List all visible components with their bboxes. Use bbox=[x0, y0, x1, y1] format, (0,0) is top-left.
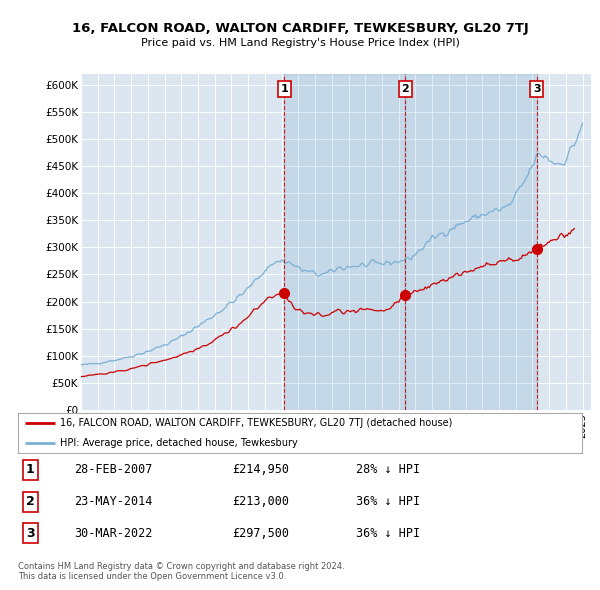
Text: 16, FALCON ROAD, WALTON CARDIFF, TEWKESBURY, GL20 7TJ (detached house): 16, FALCON ROAD, WALTON CARDIFF, TEWKESB… bbox=[60, 418, 452, 428]
Text: 3: 3 bbox=[26, 527, 35, 540]
Text: 1: 1 bbox=[281, 84, 289, 94]
Text: 28-FEB-2007: 28-FEB-2007 bbox=[74, 463, 153, 476]
Text: 3: 3 bbox=[533, 84, 541, 94]
Bar bbox=[406, 74, 536, 410]
Text: £214,950: £214,950 bbox=[232, 463, 289, 476]
Text: Contains HM Land Registry data © Crown copyright and database right 2024.
This d: Contains HM Land Registry data © Crown c… bbox=[18, 562, 344, 581]
Text: 16, FALCON ROAD, WALTON CARDIFF, TEWKESBURY, GL20 7TJ: 16, FALCON ROAD, WALTON CARDIFF, TEWKESB… bbox=[71, 22, 529, 35]
Text: Price paid vs. HM Land Registry's House Price Index (HPI): Price paid vs. HM Land Registry's House … bbox=[140, 38, 460, 48]
Text: 36% ↓ HPI: 36% ↓ HPI bbox=[356, 495, 421, 508]
Text: 2: 2 bbox=[26, 495, 35, 508]
Text: 30-MAR-2022: 30-MAR-2022 bbox=[74, 527, 153, 540]
Text: £297,500: £297,500 bbox=[232, 527, 289, 540]
Text: HPI: Average price, detached house, Tewkesbury: HPI: Average price, detached house, Tewk… bbox=[60, 438, 298, 448]
Text: £213,000: £213,000 bbox=[232, 495, 289, 508]
Text: 36% ↓ HPI: 36% ↓ HPI bbox=[356, 527, 421, 540]
Text: 23-MAY-2014: 23-MAY-2014 bbox=[74, 495, 153, 508]
Text: 2: 2 bbox=[401, 84, 409, 94]
Bar bbox=[284, 74, 406, 410]
Text: 1: 1 bbox=[26, 463, 35, 476]
Text: 28% ↓ HPI: 28% ↓ HPI bbox=[356, 463, 421, 476]
